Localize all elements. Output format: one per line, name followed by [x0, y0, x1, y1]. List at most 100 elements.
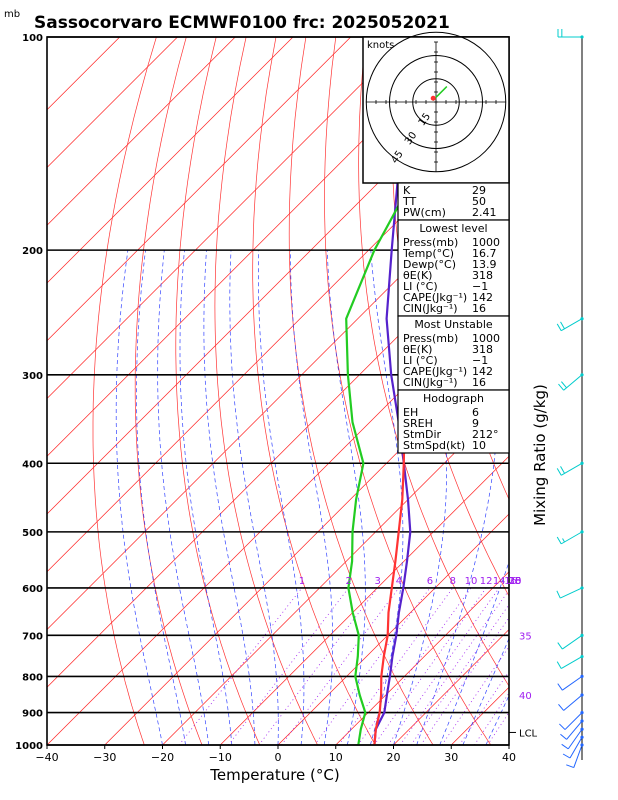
wind-barb: [562, 634, 583, 650]
dry-adiabat: [252, 37, 376, 745]
lowest-level-value: 142: [472, 291, 493, 304]
wind-barb: [560, 531, 583, 545]
hodograph-stats-label: SREH: [403, 417, 433, 430]
most-unstable-label: θE(K): [403, 343, 432, 356]
wind-barb: [560, 462, 583, 476]
wind-barb-flag: [561, 381, 567, 389]
wind-barb-flag: [561, 743, 569, 750]
moist-adiabat: [326, 250, 366, 745]
wind-barb-dot: [580, 743, 584, 747]
temperature-ticks: −40 −30 −20 −10 0 10 20 30 40: [35, 745, 516, 764]
isotherm-line: [47, 37, 236, 226]
wind-barb-dot: [580, 727, 584, 731]
pressure-tick-label: 500: [22, 528, 43, 539]
isotherm-line: [47, 37, 178, 168]
hodograph-stats-label: EH: [403, 406, 418, 419]
wind-barb: [560, 656, 583, 669]
pressure-tick-label: 300: [22, 371, 43, 382]
temperature-tick-label: −40: [35, 751, 58, 764]
wind-barb-flag: [560, 466, 565, 474]
mixing-ratio-line: [178, 587, 303, 745]
index-top-label: PW(cm): [403, 206, 446, 219]
lowest-level-label: Temp(°C): [402, 247, 454, 260]
temperature-tick-label: 10: [329, 751, 343, 764]
wind-barb-flag: [558, 704, 564, 711]
wind-barb-dot: [580, 35, 584, 39]
mixing-ratio-line: [420, 617, 509, 745]
lowest-level-label: CAPE(Jkg⁻¹): [403, 291, 467, 304]
wind-barb-flag: [562, 753, 571, 759]
mixing-ratio-label: 2: [346, 576, 352, 587]
isotherm-line: [162, 398, 509, 745]
mixing-ratio-label: 10: [465, 576, 478, 587]
moist-adiabat: [203, 250, 256, 745]
hodograph-stats-value: 9: [472, 417, 479, 430]
hodograph-stats-box: [397, 389, 510, 454]
lowest-level-box: [397, 219, 510, 317]
mixing-ratio-line: [410, 603, 509, 745]
mixing-ratio-line: [281, 587, 400, 745]
wind-barb-dot: [580, 461, 584, 465]
lowest-level-label: θE(K): [403, 269, 432, 282]
isotherm-line: [47, 37, 409, 399]
temperature-tick-label: −30: [93, 751, 116, 764]
wind-barb-flag: [556, 661, 562, 669]
moist-adiabat: [179, 250, 233, 745]
hodograph-units: knots: [367, 40, 394, 51]
hodograph-stats-value: 10: [472, 439, 486, 452]
moist-adiabat: [157, 250, 210, 745]
wind-barb-dot: [580, 674, 584, 678]
mixing-ratio-label: 20: [509, 576, 522, 587]
lowest-level-value: 16.7: [472, 247, 497, 260]
mixing-ratio-label: 18: [509, 576, 522, 587]
dry-adiabat: [175, 37, 261, 745]
wind-barb: [566, 720, 583, 740]
pressure-tick-label: 700: [22, 631, 43, 642]
mixing-ratio-label: 12: [480, 576, 493, 587]
most-unstable-value: 318: [472, 343, 493, 356]
dry-adiabat: [324, 37, 492, 745]
index-top-value: 50: [472, 195, 486, 208]
lowest-level-label: Press(mb): [403, 236, 458, 249]
isotherm-line: [567, 37, 618, 745]
mixing-ratio-label: 6: [427, 576, 433, 587]
wind-barb-dot: [580, 373, 584, 377]
moist-adiabat: [136, 250, 186, 745]
most-unstable-header: Most Unstable: [414, 318, 493, 331]
index-top-box: [397, 182, 510, 221]
moist-adiabat: [258, 250, 305, 745]
temperature-tick-label: 0: [275, 751, 282, 764]
wind-barb-flag: [556, 323, 562, 331]
dry-adiabat: [214, 37, 318, 745]
wind-barb-column: [556, 29, 584, 769]
index-top-value: 2.41: [472, 206, 497, 219]
lowest-level-value: 13.9: [472, 258, 497, 271]
wind-barb-flag: [566, 764, 574, 769]
mixing-ratio-label: 35: [519, 631, 532, 642]
right-axis-label: Mixing Ratio (g/kg): [531, 384, 549, 526]
dry-adiabat: [92, 37, 157, 745]
temperature-tick-label: 20: [387, 751, 401, 764]
pressure-tick-label: 100: [22, 33, 43, 44]
moist-adiabat: [508, 744, 509, 745]
x-axis-label: Temperature (°C): [209, 766, 339, 784]
lowest-level-value: −1: [472, 280, 488, 293]
mixing-ratio-label: 30: [509, 576, 522, 587]
hodograph-stats-value: 212°: [472, 428, 499, 441]
mixing-ratio-line: [487, 711, 509, 745]
isotherm-line: [220, 455, 509, 745]
wind-barb-dot: [580, 711, 584, 715]
mixing-ratio-label: 3: [374, 576, 380, 587]
wind-barb-dot: [580, 654, 584, 659]
wind-barb-flag: [559, 723, 566, 730]
index-top-value: 29: [472, 184, 486, 197]
temperature-tick-label: 40: [502, 751, 516, 764]
mixing-ratio-line: [459, 670, 509, 745]
wind-barb-dot: [580, 633, 584, 637]
temperature-tick-label: 30: [444, 751, 458, 764]
hodograph-stats-label: StmSpd(kt): [403, 439, 465, 452]
mixing-ratio-line: [357, 587, 472, 745]
wind-barb: [562, 675, 583, 691]
most-unstable-value: 16: [472, 376, 486, 389]
